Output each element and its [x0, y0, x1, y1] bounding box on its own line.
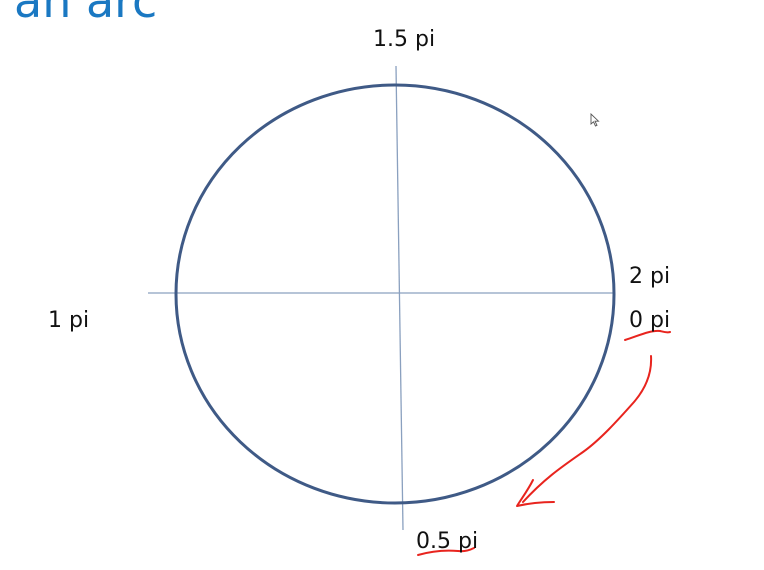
label-0-5-pi: 0.5 pi: [416, 529, 479, 554]
arrow-shaft: [522, 355, 653, 503]
label-2-pi: 2 pi: [629, 264, 671, 289]
label-1-pi: 1 pi: [48, 308, 90, 333]
mouse-pointer-icon: [590, 113, 600, 127]
unit-circle: [174, 83, 616, 505]
label-1-5-pi: 1.5 pi: [373, 27, 436, 52]
slide-title: an arc: [14, 0, 158, 28]
underline-0pi: [624, 329, 671, 341]
underline-05pi: [417, 547, 475, 556]
hand-drawn-arrow-icon: [417, 329, 671, 556]
vertical-axis: [395, 65, 404, 531]
label-0-pi: 0 pi: [629, 308, 671, 333]
arrow-head: [516, 479, 555, 507]
